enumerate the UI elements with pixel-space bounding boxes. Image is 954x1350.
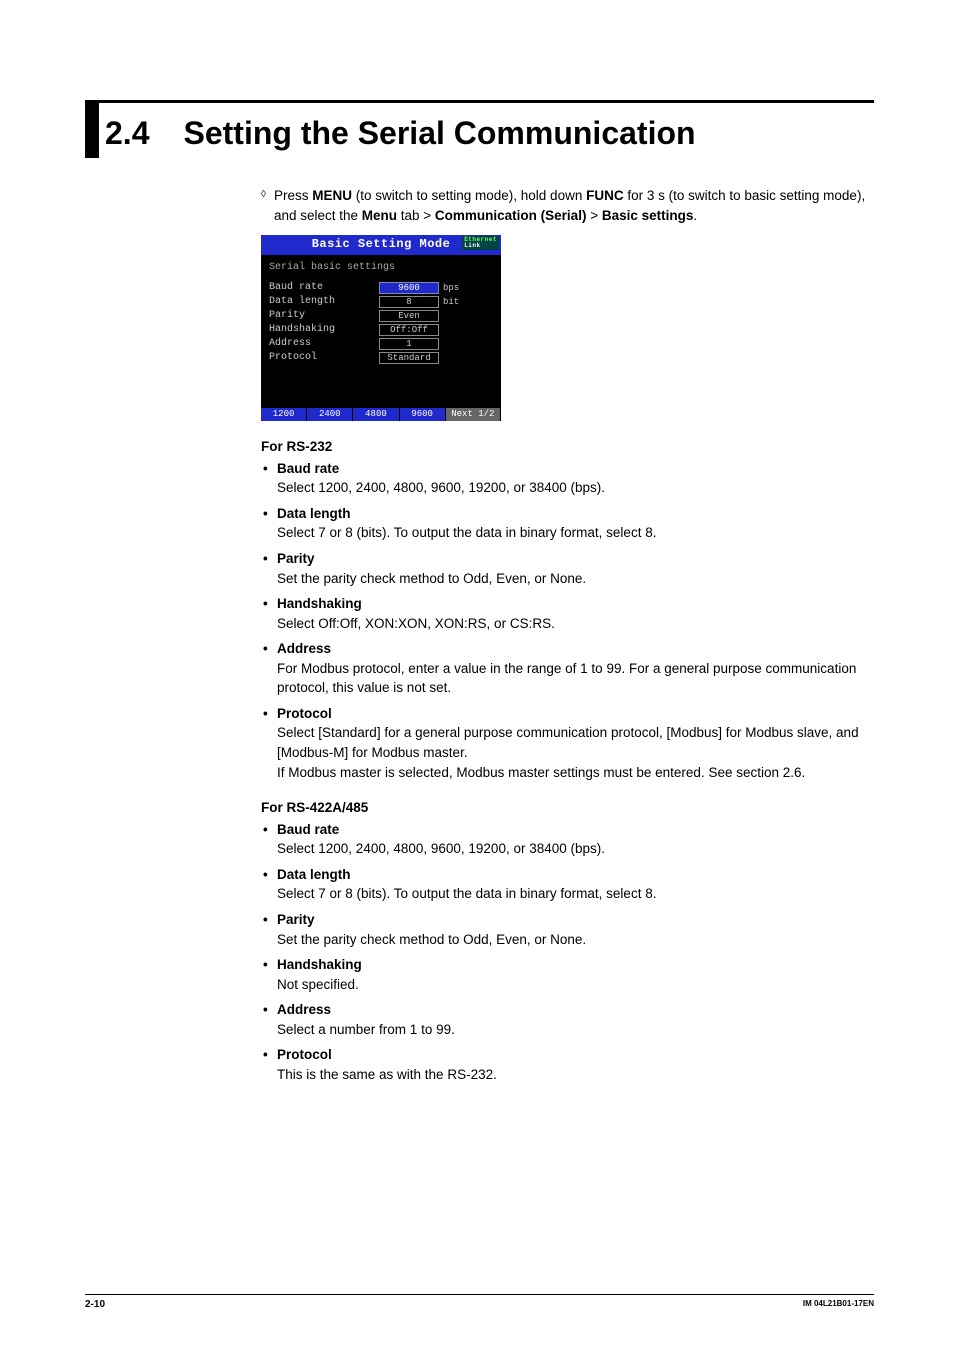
scr-label: Baud rate <box>269 281 379 296</box>
scr-label: Data length <box>269 295 379 310</box>
scr-body: Serial basic settings Baud rate9600bpsDa… <box>261 255 501 370</box>
scr-title: Basic Setting Mode <box>312 236 451 253</box>
scr-unit: bit <box>443 296 459 309</box>
list-item: Address For Modbus protocol, enter a valu… <box>261 639 874 698</box>
list-item: Parity Set the parity check method to Odd… <box>261 910 874 949</box>
item-title: Address <box>277 1002 331 1017</box>
rs422-list: Baud rate Select 1200, 2400, 4800, 9600, … <box>261 820 874 1085</box>
intro-text: Press MENU (to switch to setting mode), … <box>274 186 874 225</box>
softkey-next[interactable]: Next 1/2 <box>446 408 501 421</box>
list-item: Handshaking Not specified. <box>261 955 874 994</box>
item-title: Address <box>277 641 331 656</box>
scr-row: ParityEven <box>269 310 493 323</box>
item-title: Protocol <box>277 706 332 721</box>
intro-text-2: (to switch to setting mode), hold down <box>352 188 586 203</box>
page: 2.4 Setting the Serial Communication ◊ P… <box>0 0 954 1140</box>
rs232-list: Baud rate Select 1200, 2400, 4800, 9600, … <box>261 459 874 782</box>
section-header: 2.4 Setting the Serial Communication <box>85 100 874 158</box>
item-desc-2: If Modbus master is selected, Modbus mas… <box>277 763 874 783</box>
intro-menu: MENU <box>312 188 352 203</box>
softkey[interactable]: 4800 <box>353 408 399 421</box>
item-desc: Set the parity check method to Odd, Even… <box>277 569 874 589</box>
item-desc: This is the same as with the RS-232. <box>277 1065 874 1085</box>
intro-text-1: Press <box>274 188 312 203</box>
section-title: Setting the Serial Communication <box>159 103 695 152</box>
list-item: Protocol Select [Standard] for a general … <box>261 704 874 782</box>
item-desc: Select Off:Off, XON:XON, XON:RS, or CS:R… <box>277 614 874 634</box>
list-item: Parity Set the parity check method to Odd… <box>261 549 874 588</box>
section-number: 2.4 <box>105 115 159 151</box>
list-item: Protocol This is the same as with the RS-… <box>261 1045 874 1084</box>
list-item: Baud rate Select 1200, 2400, 4800, 9600, … <box>261 820 874 859</box>
scr-row: ProtocolStandard <box>269 352 493 365</box>
intro-comm: Communication (Serial) <box>435 208 587 223</box>
diamond-icon: ◊ <box>261 186 266 225</box>
scr-field[interactable]: Standard <box>379 352 439 364</box>
item-title: Parity <box>277 551 315 566</box>
item-title: Data length <box>277 506 351 521</box>
scr-row: Baud rate9600 bps <box>269 282 493 295</box>
item-title: Data length <box>277 867 351 882</box>
item-title: Parity <box>277 912 315 927</box>
list-item: Address Select a number from 1 to 99. <box>261 1000 874 1039</box>
scr-field[interactable]: Off:Off <box>379 324 439 336</box>
item-desc: Select 7 or 8 (bits). To output the data… <box>277 884 874 904</box>
scr-row: Data length8 bit <box>269 296 493 309</box>
item-desc: Set the parity check method to Odd, Even… <box>277 930 874 950</box>
item-title: Handshaking <box>277 596 362 611</box>
item-desc: Select [Standard] for a general purpose … <box>277 723 874 762</box>
item-desc: Select 1200, 2400, 4800, 9600, 19200, or… <box>277 839 874 859</box>
page-footer: 2-10 IM 04L21B01-17EN <box>85 1294 874 1310</box>
scr-rows: Baud rate9600bpsData length8bitParityEve… <box>269 282 493 365</box>
scr-subtitle: Serial basic settings <box>269 261 493 276</box>
device-screenshot: Basic Setting Mode Ethernet Link Serial … <box>261 235 501 421</box>
scr-label: Parity <box>269 309 379 324</box>
ethernet-indicator: Ethernet Link <box>462 236 499 250</box>
intro-menu-tab: Menu <box>362 208 397 223</box>
scr-field[interactable]: Even <box>379 310 439 322</box>
scr-titlebar: Basic Setting Mode Ethernet Link <box>261 235 501 255</box>
item-desc: Select 1200, 2400, 4800, 9600, 19200, or… <box>277 478 874 498</box>
doc-number: IM 04L21B01-17EN <box>803 1299 874 1310</box>
intro-basic: Basic settings <box>602 208 694 223</box>
scr-label: Handshaking <box>269 323 379 338</box>
item-desc: Select a number from 1 to 99. <box>277 1020 874 1040</box>
page-number: 2-10 <box>85 1299 105 1310</box>
softkey[interactable]: 9600 <box>400 408 446 421</box>
softkey[interactable]: 2400 <box>307 408 353 421</box>
scr-field[interactable]: 1 <box>379 338 439 350</box>
list-item: Handshaking Select Off:Off, XON:XON, XON:… <box>261 594 874 633</box>
item-title: Baud rate <box>277 822 339 837</box>
list-item: Data length Select 7 or 8 (bits). To outp… <box>261 865 874 904</box>
item-title: Protocol <box>277 1047 332 1062</box>
intro-paragraph: ◊ Press MENU (to switch to setting mode)… <box>261 186 874 225</box>
rs422-title: For RS-422A/485 <box>261 798 874 818</box>
softkey[interactable]: 1200 <box>261 408 307 421</box>
rs232-title: For RS-232 <box>261 437 874 457</box>
intro-text-4: tab > <box>397 208 435 223</box>
item-title: Baud rate <box>277 461 339 476</box>
scr-label: Address <box>269 337 379 352</box>
intro-text-5: > <box>586 208 601 223</box>
item-desc: Select 7 or 8 (bits). To output the data… <box>277 523 874 543</box>
list-item: Data length Select 7 or 8 (bits). To outp… <box>261 504 874 543</box>
scr-label: Protocol <box>269 351 379 366</box>
scr-softkeys: 1200240048009600Next 1/2 <box>261 408 501 421</box>
content-body: ◊ Press MENU (to switch to setting mode)… <box>261 186 874 1084</box>
intro-func: FUNC <box>586 188 624 203</box>
scr-row: HandshakingOff:Off <box>269 324 493 337</box>
intro-text-6: . <box>693 208 697 223</box>
scr-row: Address1 <box>269 338 493 351</box>
list-item: Baud rate Select 1200, 2400, 4800, 9600, … <box>261 459 874 498</box>
scr-unit: bps <box>443 282 459 295</box>
item-title: Handshaking <box>277 957 362 972</box>
item-desc: Not specified. <box>277 975 874 995</box>
scr-field[interactable]: 8 <box>379 296 439 308</box>
eth-bot: Link <box>464 243 497 249</box>
item-desc: For Modbus protocol, enter a value in th… <box>277 659 874 698</box>
section-number-block: 2.4 <box>85 103 159 158</box>
scr-field[interactable]: 9600 <box>379 282 439 294</box>
